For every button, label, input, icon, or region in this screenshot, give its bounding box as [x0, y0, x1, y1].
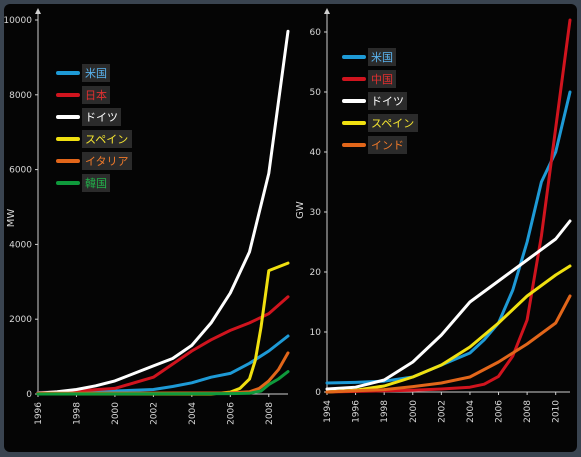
- legend-label: 日本: [85, 88, 107, 102]
- legend-label: ドイツ: [371, 95, 404, 108]
- series-line: [325, 264, 572, 394]
- series-line: [36, 261, 290, 396]
- y-tick-label: 2000: [9, 315, 32, 325]
- x-tick-label: 2000: [409, 400, 419, 423]
- legend-label: 中国: [371, 73, 393, 86]
- y-tick-label: 6000: [9, 166, 32, 176]
- legend-label: インド: [371, 139, 404, 152]
- legend-label-bg: [368, 114, 418, 132]
- series-line: [325, 18, 572, 394]
- legend-label: スペイン: [85, 133, 128, 146]
- legend-label-bg: [368, 70, 396, 88]
- legend-label: 米国: [85, 67, 107, 80]
- x-tick-label: 2010: [552, 400, 562, 423]
- y-tick-label: 8000: [9, 91, 32, 101]
- x-tick-label: 2008: [265, 402, 275, 425]
- legend-label-bg: [368, 136, 407, 154]
- y-tick-label: 20: [310, 268, 322, 278]
- y-tick-label: 0: [26, 390, 32, 400]
- legend-label-bg: [82, 130, 132, 148]
- y-axis-label: MW: [6, 209, 17, 228]
- series-line: [36, 370, 290, 396]
- x-tick-label: 1994: [323, 400, 333, 423]
- y-tick-label: 30: [310, 208, 322, 218]
- series-line: [36, 334, 290, 394]
- legend-label: 韓国: [85, 177, 107, 190]
- y-tick-label: 0: [315, 388, 321, 398]
- chart-1: 0 2000 4000 6000 8000 10000 1996 1998 2000 2002 20…: [3, 8, 290, 425]
- y-axis-label: GW: [295, 201, 306, 219]
- x-tick-label: 2006: [495, 400, 505, 423]
- y-axis-arrow: [35, 8, 41, 14]
- legend-label: ドイツ: [85, 111, 118, 124]
- y-tick-label: 40: [310, 148, 322, 158]
- x-tick-label: 2004: [466, 400, 476, 423]
- legend-label: スペイン: [371, 117, 414, 130]
- y-tick-label: 10: [310, 328, 322, 338]
- legend-label-bg: [82, 174, 110, 192]
- y-tick-label: 4000: [9, 240, 32, 250]
- x-tick-label: 2004: [188, 402, 198, 425]
- y-tick-label: 60: [310, 28, 322, 38]
- legend-label-bg: [368, 92, 407, 110]
- x-tick-label: 1996: [34, 402, 44, 425]
- series-line: [36, 29, 290, 395]
- y-tick-label: 50: [310, 88, 322, 98]
- x-tick-label: 2008: [523, 400, 533, 423]
- series-line: [325, 219, 572, 391]
- legend-label-bg: [82, 108, 121, 126]
- x-tick-label: 2002: [437, 400, 447, 423]
- legend-label-bg: [82, 64, 110, 82]
- x-tick-label: 2000: [111, 402, 121, 425]
- x-tick-label: 2002: [149, 402, 159, 425]
- x-tick-label: 2006: [226, 402, 236, 425]
- y-tick-label: 10000: [3, 16, 32, 26]
- chart-2: 0 10 20 30 40 50 60 1994 1996 1998 2000 2002 2004 200…: [295, 8, 572, 423]
- legend-label: 米国: [371, 51, 393, 64]
- x-tick-label: 1998: [72, 402, 82, 425]
- series-line: [325, 294, 572, 394]
- legend-label: イタリア: [85, 155, 129, 168]
- y-axis-arrow: [324, 8, 330, 14]
- legend-label-bg: [368, 48, 396, 66]
- x-tick-label: 1998: [380, 400, 390, 423]
- legend-label-bg: [82, 86, 110, 104]
- series-line: [36, 295, 290, 395]
- x-tick-label: 1996: [352, 400, 362, 423]
- legend-label-bg: [82, 152, 132, 170]
